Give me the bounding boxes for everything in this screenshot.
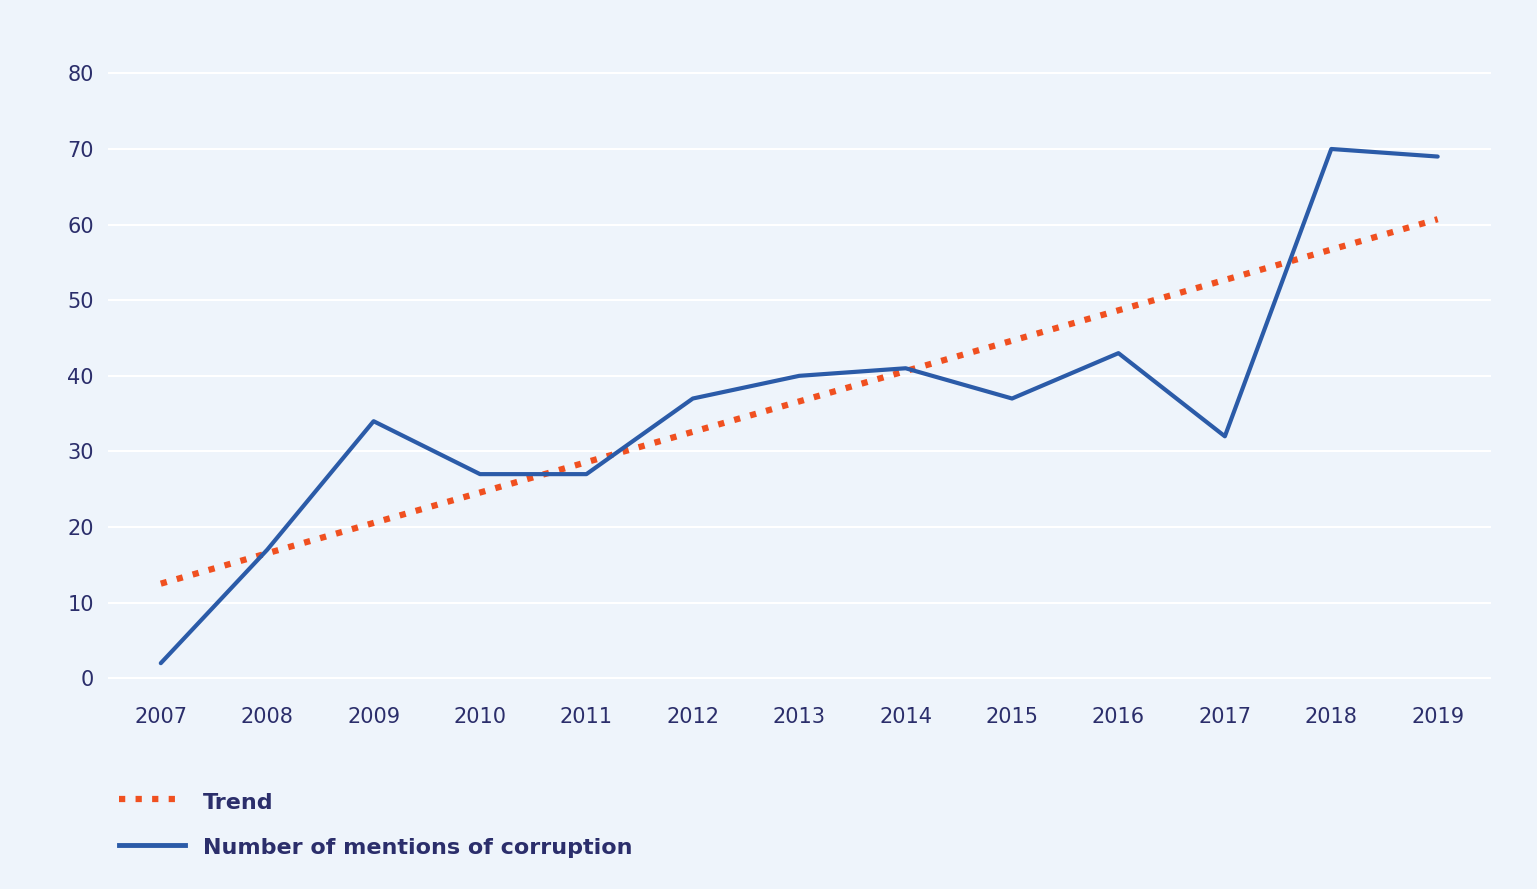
Legend: Trend, Number of mentions of corruption: Trend, Number of mentions of corruption	[118, 790, 633, 858]
